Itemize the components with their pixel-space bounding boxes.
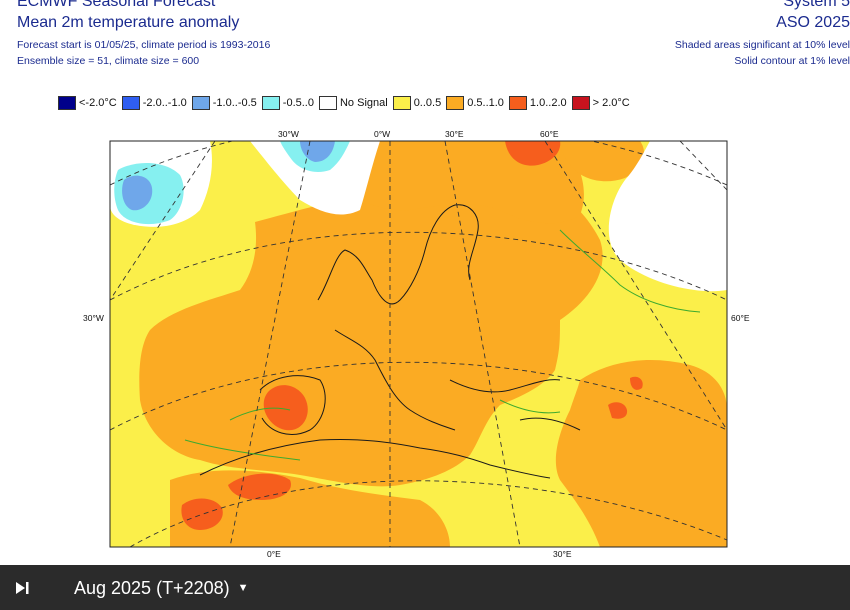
caret-down-icon: ▼: [237, 582, 249, 594]
legend-item: -2.0..-1.0: [121, 96, 187, 110]
legend-label: 0.5..1.0: [467, 97, 504, 109]
no-signal-region-north: [250, 141, 380, 215]
anomaly-patch-red-middle-east-2: [630, 376, 643, 390]
coastline-europe: [259, 204, 581, 435]
legend-item: > 2.0°C: [571, 96, 630, 110]
anomaly-patch-blue-greenland: [122, 175, 153, 211]
skip-next-icon: [16, 582, 29, 594]
title-line2: Mean 2m temperature anomaly: [17, 14, 240, 31]
legend-swatch: [571, 96, 590, 110]
legend-item: -1.0..-0.5: [191, 96, 257, 110]
anomaly-patch-red-barents: [505, 141, 561, 166]
coord-label-right-60e: 60°E: [731, 313, 750, 323]
coord-label-bottom-0e: 0°E: [267, 549, 281, 559]
anomaly-map: [109, 140, 728, 548]
significance-contour: [184, 229, 701, 461]
contour-note: Solid contour at 1% level: [734, 55, 850, 67]
coord-label-top-30e: 30°E: [445, 129, 464, 139]
anomaly-region-orange: [139, 168, 603, 487]
anomaly-patch-red-middle-east: [608, 402, 628, 419]
legend-swatch: [121, 96, 140, 110]
legend-swatch: [392, 96, 411, 110]
legend-label: 0..0.5: [413, 97, 442, 109]
ensemble-info: Ensemble size = 51, climate size = 600: [17, 55, 200, 67]
coastline-africa: [199, 438, 551, 479]
legend-item: No Signal: [318, 96, 388, 110]
no-signal-region-siberia: [608, 141, 727, 292]
legend-item: 0.5..1.0: [446, 96, 504, 110]
anomaly-patch-red-sahara: [181, 498, 223, 530]
forecast-info: Forecast start is 01/05/25, climate peri…: [17, 39, 271, 51]
skip-next-button[interactable]: [12, 578, 36, 598]
legend-swatch: [318, 96, 337, 110]
legend-label: -2.0..-1.0: [142, 97, 187, 109]
coord-label-top-30w: 30°W: [278, 129, 299, 139]
coord-label-top-60e: 60°E: [540, 129, 559, 139]
period-label: ASO 2025: [776, 14, 850, 31]
title-line1: ECMWF Seasonal Forecast: [17, 0, 216, 10]
map-area: 30°W 0°W 30°E 60°E 30°W 60°E 0°E 30°E: [83, 129, 750, 559]
playback-toolbar: Aug 2025 (T+2208) ▼: [0, 565, 850, 610]
legend-label: <-2.0°C: [79, 97, 117, 109]
legend-item: 0..0.5: [392, 96, 442, 110]
legend-swatch: [446, 96, 465, 110]
legend-item: <-2.0°C: [58, 96, 117, 110]
map-frame: [109, 140, 728, 548]
anomaly-region-orange-ne: [560, 141, 645, 182]
legend-label: 1.0..2.0: [529, 97, 567, 109]
coord-label-bottom-30e: 30°E: [553, 549, 572, 559]
legend-label: -1.0..-0.5: [212, 97, 257, 109]
legend-label: > 2.0°C: [592, 97, 630, 109]
coord-label-top-0w: 0°W: [374, 129, 391, 139]
system-label: System 5: [783, 0, 850, 10]
coord-label-left-30w: 30°W: [83, 313, 104, 323]
legend-swatch: [508, 96, 527, 110]
legend-label: -0.5..0: [282, 97, 314, 109]
month-dropdown[interactable]: Aug 2025 (T+2208) ▼: [74, 575, 249, 601]
legend-swatch: [261, 96, 280, 110]
month-dropdown-label: Aug 2025 (T+2208): [74, 577, 230, 598]
legend-label: No Signal: [339, 97, 388, 109]
anomaly-patch-red-iberia: [263, 385, 308, 431]
anomaly-patch-blue-north: [300, 141, 335, 162]
legend-item: 1.0..2.0: [508, 96, 567, 110]
legend: <-2.0°C -2.0..-1.0 -1.0..-0.5 -0.5..0 No Sig…: [58, 94, 818, 112]
legend-item: -0.5..0: [261, 96, 314, 110]
anomaly-patch-red-morocco: [228, 473, 291, 500]
graticule: [110, 141, 727, 547]
shaded-note: Shaded areas significant at 10% level: [674, 39, 850, 51]
legend-swatch: [191, 96, 210, 110]
legend-swatch: [58, 96, 76, 110]
